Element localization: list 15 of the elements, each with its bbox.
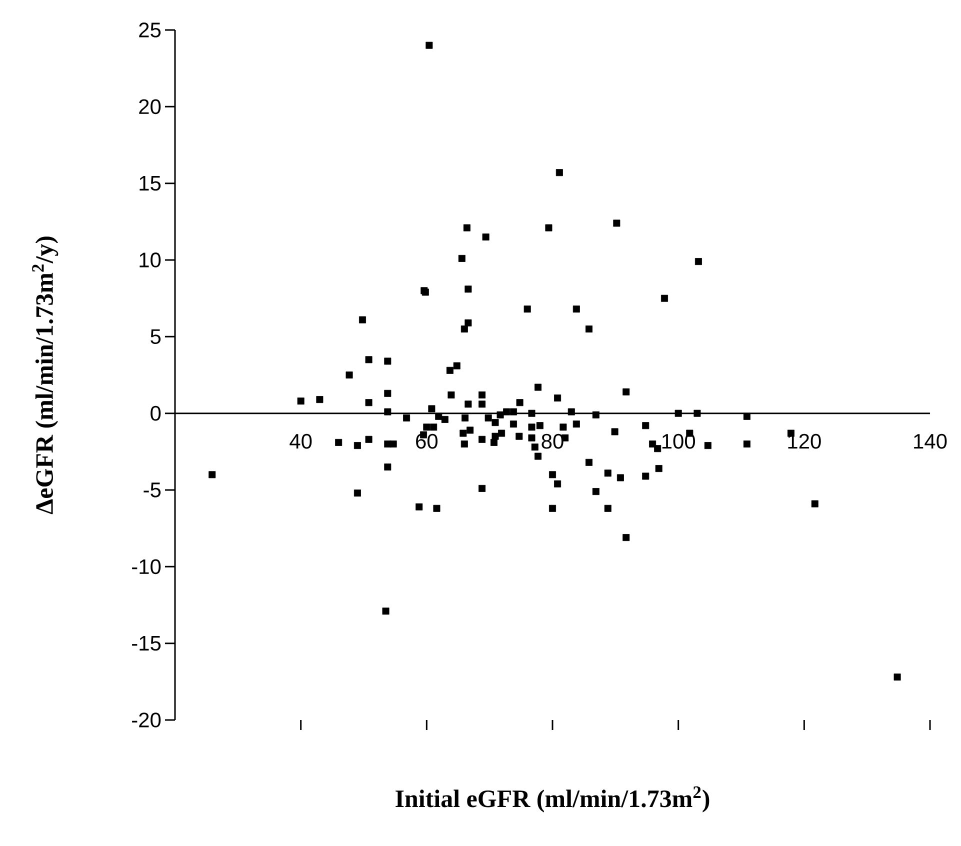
y-tick-label: -15 <box>132 636 161 651</box>
x-tick-label: 140 <box>914 434 947 449</box>
y-tick-label: -5 <box>144 482 161 498</box>
y-tick-label: -20 <box>132 712 161 728</box>
y-tick-label: 15 <box>140 176 161 191</box>
x-tick-label: 40 <box>290 434 312 449</box>
y-tick-label: 10 <box>140 252 161 268</box>
y-tick-label: 20 <box>139 99 161 114</box>
y-tick-label: 0 <box>150 406 161 421</box>
y-tick-label: 25 <box>139 22 161 38</box>
y-axis-title: ΔeGFR (ml/min/1.73m$^{2}$/y) <box>32 236 58 514</box>
x-axis-title: Initial eGFR (ml/min/1.73m$^{2}$) <box>396 786 710 812</box>
y-tick-label: -10 <box>132 559 161 574</box>
y-tick-label: 5 <box>150 329 161 344</box>
x-tick-label: 80 <box>542 434 564 449</box>
